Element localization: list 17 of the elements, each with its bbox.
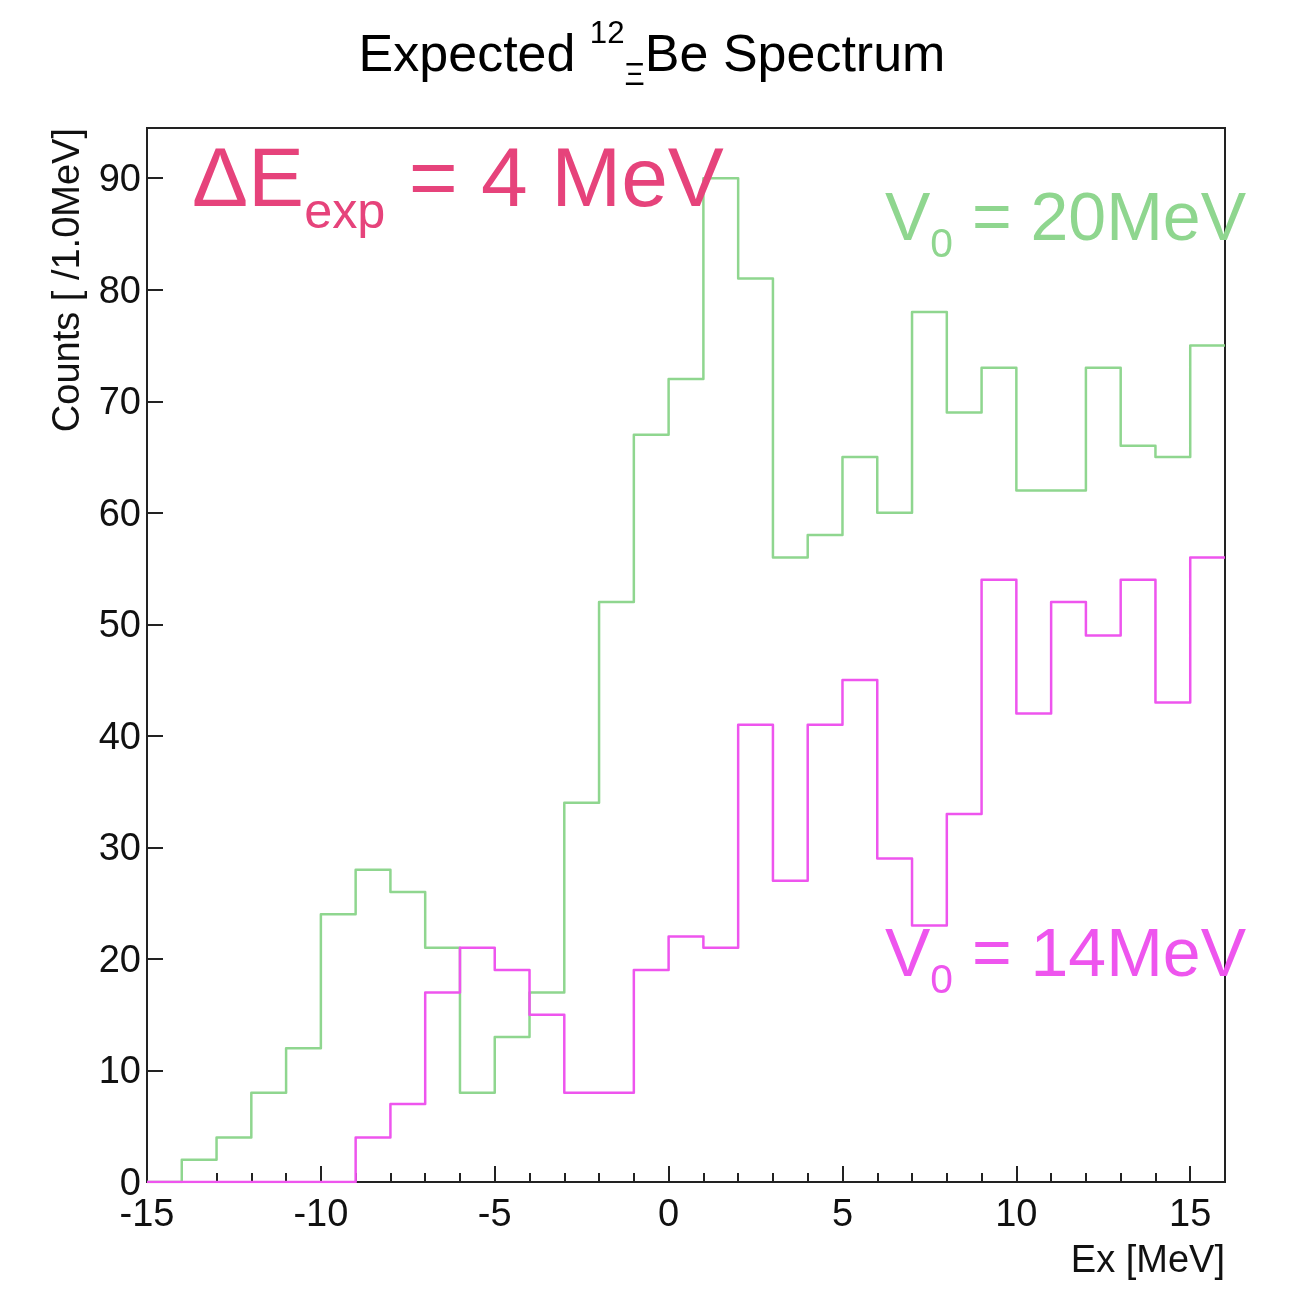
y-tick-label: 30 [98, 826, 141, 869]
y-tick-label: 20 [98, 937, 141, 980]
x-axis-title: Ex [MeV] [1070, 1238, 1225, 1280]
y-tick-label: 70 [98, 380, 141, 423]
y-tick-label: 40 [98, 714, 141, 757]
x-tick-label: 10 [995, 1192, 1038, 1234]
x-tick-label: -5 [477, 1192, 512, 1234]
y-tick-label: 50 [98, 603, 141, 646]
y-tick-label: 60 [98, 491, 141, 534]
x-tick-label: -10 [293, 1192, 349, 1234]
x-tick-label: 5 [831, 1192, 854, 1234]
x-tick-label: 0 [658, 1192, 680, 1234]
y-tick-label: 10 [98, 1049, 141, 1092]
y-tick-label: 90 [98, 157, 141, 200]
x-tick-label: 15 [1169, 1192, 1212, 1234]
y-axis-title: Counts [ /1.0MeV] [45, 128, 87, 433]
y-tick-label: 80 [98, 268, 141, 311]
